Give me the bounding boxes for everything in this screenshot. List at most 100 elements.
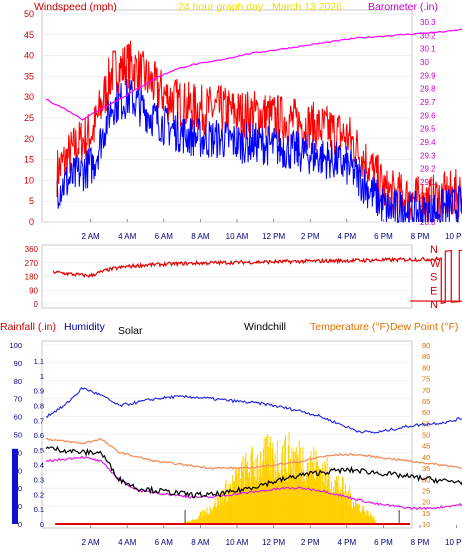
panel1-x-tick-labels: 2 AM 4 AM 6 AM 8 AM 10 AM 12 PM 2 PM 4 PM 6 PM 8 … xyxy=(81,219,462,241)
temperature-tick-label: 80 xyxy=(422,363,430,372)
rain-tick-label: 1 xyxy=(40,372,44,381)
panel1-x-tick-label: 4 PM xyxy=(337,232,356,241)
panel1-x-tick-label: 8 AM xyxy=(191,232,210,241)
humidity-tick-label: 0 xyxy=(18,520,22,529)
rainfall-scale-bar xyxy=(12,448,18,524)
temperature-tick-label: 60 xyxy=(422,408,430,417)
barometer-tick-label: 29.4 xyxy=(420,138,436,147)
barometer-tick-label: 30.2 xyxy=(420,31,436,40)
panel1-x-tick-label: 4 AM xyxy=(118,232,137,241)
panel1-x-tick-label: 2 AM xyxy=(81,232,100,241)
barometer-tick-label: 30.3 xyxy=(420,18,436,27)
wind-direction-line xyxy=(52,249,462,304)
barometer-axis-title: Barometer (.in) xyxy=(368,1,438,13)
temperature-tick-labels: 10 15 20 25 30 35 40 45 50 55 60 65 70 75 80 85 90 xyxy=(422,341,430,529)
panel3-x-tick-label: 10 AM xyxy=(226,538,249,547)
windspeed-tick-label: 35 xyxy=(24,71,34,81)
rain-tick-label: 0.8 xyxy=(34,401,44,410)
rain-tick-label: 0.4 xyxy=(34,461,44,470)
panel3-x-tick-label: 2 AM xyxy=(81,538,100,547)
dewpoint-axis-title: Dew Point (°F) xyxy=(390,321,458,333)
barometer-tick-label: 29.8 xyxy=(420,85,436,94)
panel1-x-tick-label: 8 PM xyxy=(411,232,430,241)
panel3-x-tick-label: 12 PM xyxy=(262,538,285,547)
barometer-tick-label: 29 xyxy=(420,191,429,200)
temperature-tick-label: 30 xyxy=(422,475,430,484)
temperature-tick-label: 65 xyxy=(422,397,430,406)
barometer-tick-label: 30 xyxy=(420,58,429,67)
panel3-x-tick-label: 8 PM xyxy=(411,538,430,547)
windspeed-tick-label: 20 xyxy=(24,134,34,144)
barometer-tick-label: 29.7 xyxy=(420,98,436,107)
panel3-x-tick-label: 10 PM xyxy=(445,538,462,547)
windspeed-tick-label: 45 xyxy=(24,30,34,40)
panel3-series xyxy=(45,387,462,525)
windspeed-tick-label: 10 xyxy=(24,175,34,185)
panel1-x-tick-label: 6 PM xyxy=(374,232,393,241)
windspeed-tick-label: 50 xyxy=(24,9,34,19)
rainfall-axis-title: Rainfall (.in) xyxy=(0,321,56,333)
temperature-tick-label: 75 xyxy=(422,375,430,384)
barometer-tick-label: 29.5 xyxy=(420,125,436,134)
panel3-x-tick-label: 6 PM xyxy=(374,538,393,547)
windchill-label: Windchill xyxy=(244,321,286,333)
barometer-tick-label: 29.1 xyxy=(420,178,436,187)
panel-rain-humidity-temp: Rainfall (.in) Humidity Solar Windchill … xyxy=(0,321,462,547)
direction-degree-label: 360 xyxy=(25,245,39,254)
panel2-series xyxy=(52,249,462,304)
panel3-x-tick-label: 4 AM xyxy=(118,538,137,547)
windspeed-tick-label: 25 xyxy=(24,113,34,123)
barometer-tick-label: 29.9 xyxy=(420,71,436,80)
windspeed-average-line xyxy=(56,79,462,224)
humidity-tick-label: 70 xyxy=(14,395,22,404)
barometer-line xyxy=(45,28,462,121)
rain-tick-label: 0.2 xyxy=(34,490,44,499)
compass-point-label: W xyxy=(430,258,441,270)
windspeed-tick-label: 30 xyxy=(24,92,34,102)
compass-point-label: N xyxy=(430,299,438,311)
temperature-tick-label: 35 xyxy=(422,464,430,473)
direction-degree-label: 180 xyxy=(25,273,39,282)
barometer-tick-labels: 28.828.92929.129.229.329.429.529.629.729… xyxy=(420,18,436,227)
temperature-tick-label: 50 xyxy=(422,431,430,440)
rain-tick-label: 0.5 xyxy=(34,446,44,455)
panel1-series xyxy=(45,28,462,224)
windspeed-tick-label: 15 xyxy=(24,155,34,165)
temperature-tick-label: 10 xyxy=(422,520,430,529)
windchill-line xyxy=(45,445,462,499)
temperature-axis-title: Temperature (°F) xyxy=(310,321,389,333)
panel3-x-tick-labels: 2 AM 4 AM 6 AM 8 AM 10 AM 12 PM 2 PM 4 PM 6 PM 8 … xyxy=(81,525,462,547)
temperature-tick-label: 85 xyxy=(422,352,430,361)
barometer-tick-label: 29.6 xyxy=(420,111,436,120)
windspeed-tick-label: 5 xyxy=(29,196,34,206)
windspeed-axis-title: Windspeed (mph) xyxy=(34,1,117,13)
humidity-tick-label: 90 xyxy=(14,359,22,368)
humidity-line xyxy=(45,387,462,434)
panel3-x-tick-label: 4 PM xyxy=(337,538,356,547)
panel3-x-tick-label: 6 AM xyxy=(155,538,174,547)
direction-degree-label: 270 xyxy=(25,259,39,268)
rain-tick-label: 0.1 xyxy=(34,505,44,514)
barometer-tick-label: 30.1 xyxy=(420,45,436,54)
temperature-line xyxy=(46,437,462,470)
temperature-tick-label: 40 xyxy=(422,453,430,462)
graph-title: 24 hour graph day : March 13 2026 xyxy=(178,1,342,13)
rain-tick-label: 1.1 xyxy=(34,357,44,366)
windspeed-tick-label: 40 xyxy=(24,51,34,61)
direction-degree-label: 90 xyxy=(29,286,38,295)
panel3-x-tick-label: 2 PM xyxy=(301,538,320,547)
rain-tick-label: 0.9 xyxy=(34,387,44,396)
rain-tick-labels: 0 0.1 0.2 0.3 0.4 0.5 0.6 0.7 0.8 0.9 1 1.1 xyxy=(34,357,44,529)
temperature-tick-label: 55 xyxy=(422,419,430,428)
panel3-x-tick-label: 8 AM xyxy=(191,538,210,547)
solar-label: Solar xyxy=(118,325,143,337)
rain-tick-label: 0.7 xyxy=(34,416,44,425)
dewpoint-line xyxy=(45,455,462,511)
panel1-x-tick-label: 10 PM xyxy=(445,232,462,241)
barometer-tick-label: 29.2 xyxy=(420,165,436,174)
humidity-tick-label: 80 xyxy=(14,377,22,386)
humidity-axis-title: Humidity xyxy=(64,321,106,333)
